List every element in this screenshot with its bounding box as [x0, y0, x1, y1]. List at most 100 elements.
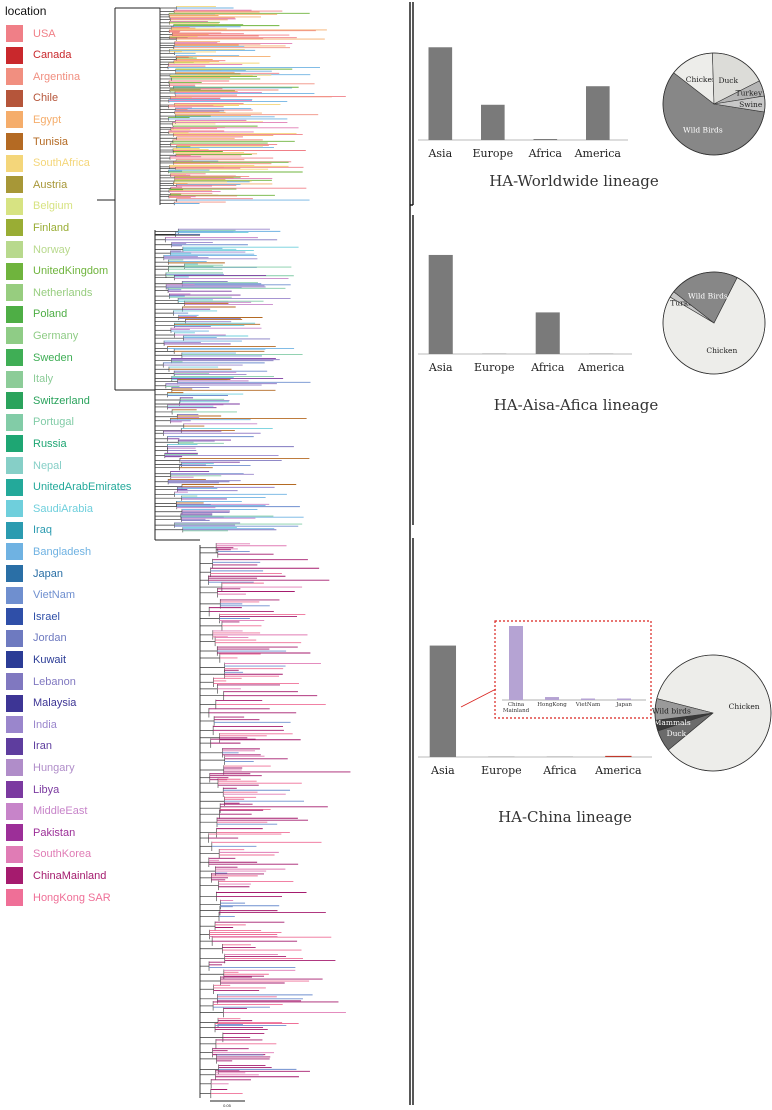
legend-item: Lebanon: [6, 673, 76, 690]
legend-item: Russia: [6, 435, 67, 453]
legend-label: Egypt: [33, 113, 62, 126]
legend-item: SouthAfrica: [6, 154, 90, 172]
legend-swatch: [6, 305, 23, 323]
category-label: Europe: [473, 147, 514, 160]
legend-swatch: [6, 413, 23, 431]
legend-label: Kuwait: [33, 653, 67, 666]
legend-label: Israel: [33, 610, 60, 623]
bar-chart: Asia Europe Africa America HA-China lineage: [418, 645, 652, 826]
legend-swatch: [6, 737, 23, 755]
location-legend: location USA Canada Argentina Chile Egypt Tun…: [0, 0, 140, 920]
bar: [533, 139, 558, 140]
legend-item: Finland: [6, 219, 70, 237]
bar: [535, 312, 560, 354]
legend-swatch: [6, 867, 23, 885]
inset-label: China: [508, 702, 525, 708]
pie-chart: Wild Birds Chicken Duck Turkey Swine: [662, 52, 766, 156]
legend-swatch: [6, 608, 23, 626]
legend-item: Germany: [6, 327, 79, 345]
pie-outline: [662, 271, 766, 375]
legend-label: Italy: [33, 373, 54, 386]
legend-item: HongKong SAR: [6, 889, 111, 906]
legend-label: Norway: [33, 243, 71, 256]
legend-label: USA: [33, 27, 56, 40]
bar: [605, 755, 632, 757]
legend-label: Jordan: [33, 632, 67, 645]
legend-label: Poland: [33, 308, 68, 321]
legend-swatch: [6, 478, 23, 496]
legend-label: Libya: [33, 783, 60, 796]
legend-label: HongKong SAR: [33, 891, 111, 904]
inset-frame: [494, 620, 652, 719]
legend-label: UnitedKingdom: [33, 265, 109, 278]
inset-label: Japan: [615, 702, 632, 708]
legend-label: Iran: [33, 740, 52, 753]
legend-swatch: [6, 133, 23, 150]
legend-label: SouthAfrica: [33, 157, 90, 170]
legend-swatch: [6, 629, 23, 647]
scale-bar-label: 0.05: [223, 1103, 232, 1108]
legend-label: Germany: [33, 329, 79, 342]
legend-item: VietNam: [6, 586, 75, 604]
inset-label: VietNam: [575, 702, 601, 708]
legend-swatch: [6, 521, 23, 539]
pie-label: Mammals: [654, 718, 691, 727]
pie-chart: Chicken Duck Mammals Wild birds: [652, 654, 772, 772]
category-label: Asia: [430, 764, 455, 777]
legend-swatch: [6, 457, 23, 474]
category-label: America: [594, 764, 642, 777]
legend-item: SouthKorea: [6, 845, 91, 863]
legend-label: Bangladesh: [33, 545, 92, 558]
legend-item: Pakistan: [6, 824, 75, 842]
legend-swatch: [6, 327, 23, 345]
legend-label: Chile: [33, 92, 59, 105]
pie-outline: [654, 654, 772, 772]
legend-label: Switzerland: [33, 394, 90, 407]
pie-label: Wild birds: [652, 706, 691, 715]
pie-outline: [662, 52, 766, 156]
legend-swatch: [6, 500, 23, 518]
legend-item: SaudiArabia: [6, 500, 93, 518]
legend-item: Argentina: [6, 68, 80, 86]
legend-swatch: [6, 262, 23, 280]
legend-item: Egypt: [6, 111, 62, 129]
inset-bar: [617, 698, 631, 700]
legend-swatch: [6, 759, 23, 777]
legend-swatch: [6, 89, 23, 107]
legend-swatch: [6, 370, 23, 388]
legend-item: Belgium: [6, 197, 73, 215]
legend-swatch: [6, 694, 23, 712]
legend-item: Hungary: [6, 759, 75, 777]
legend-label: Canada: [33, 49, 72, 62]
legend-item: Malaysia: [6, 694, 76, 712]
legend-swatch: [6, 565, 23, 582]
pie-label: Turkey: [736, 89, 763, 98]
legend-item: UnitedKingdom: [6, 262, 109, 280]
legend-item: Sweden: [6, 349, 73, 366]
legend-item: MiddleEast: [6, 802, 88, 820]
legend-swatch: [6, 824, 23, 842]
legend-label: Finland: [33, 221, 70, 234]
legend-label: Russia: [33, 437, 67, 450]
inset-connector: [460, 688, 497, 708]
legend-swatch: [6, 435, 23, 453]
legend-item: India: [6, 716, 57, 734]
legend-label: SaudiArabia: [33, 502, 93, 515]
pie-label: Chicken: [729, 702, 760, 711]
legend-swatch: [6, 176, 23, 194]
legend-swatch: [6, 284, 23, 302]
legend-label: Sweden: [33, 351, 73, 364]
bar: [428, 47, 453, 140]
legend-swatch: [6, 392, 23, 410]
bar-chart: Asia Europe Africa America HA-Aisa-Afica lin…: [418, 254, 658, 414]
legend-item: Canada: [6, 46, 72, 64]
legend-label: MiddleEast: [33, 805, 88, 818]
legend-label: Japan: [33, 567, 63, 580]
lineage-title: HA-China lineage: [498, 808, 632, 826]
category-label: Europe: [481, 764, 522, 777]
pie-label: Turkey: [670, 298, 697, 307]
category-label: Africa: [528, 147, 563, 160]
legend-label: ChinaMainland: [33, 869, 107, 882]
